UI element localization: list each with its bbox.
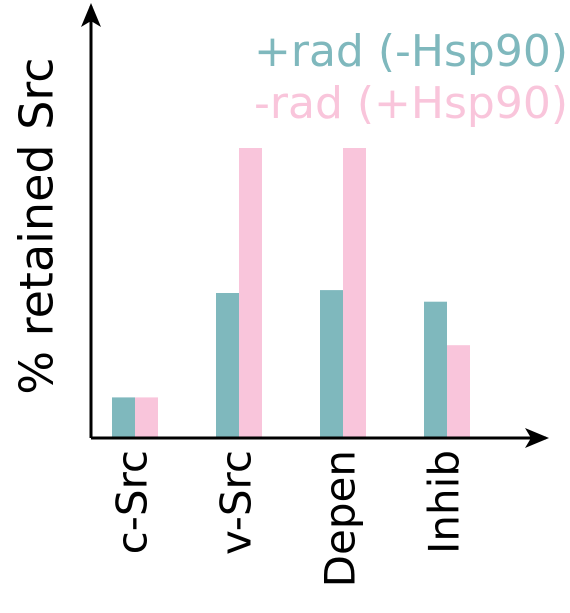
category-label-c-src: c-Src bbox=[108, 450, 157, 554]
legend-series-2: -rad (+Hsp90) bbox=[254, 78, 568, 129]
bar-c-src-series-2 bbox=[135, 397, 158, 438]
category-label-inhib: Inhib bbox=[420, 450, 469, 554]
category-label-v-src: v-Src bbox=[212, 450, 261, 555]
bar-v-src-series-2 bbox=[239, 148, 262, 438]
bar-inhib-series-2 bbox=[447, 345, 470, 438]
bar-c-src-series-1 bbox=[112, 397, 135, 438]
bar-depen-series-1 bbox=[320, 290, 343, 438]
category-labels: c-Src v-Src Depen Inhib bbox=[108, 450, 469, 587]
bars-layer bbox=[112, 148, 470, 438]
y-axis-label: % retained Src bbox=[10, 57, 64, 394]
bar-inhib-series-1 bbox=[424, 301, 447, 438]
category-label-depen: Depen bbox=[316, 450, 365, 587]
bar-v-src-series-1 bbox=[216, 293, 239, 438]
bar-depen-series-2 bbox=[343, 148, 366, 438]
legend-series-1: +rad (-Hsp90) bbox=[254, 26, 568, 77]
